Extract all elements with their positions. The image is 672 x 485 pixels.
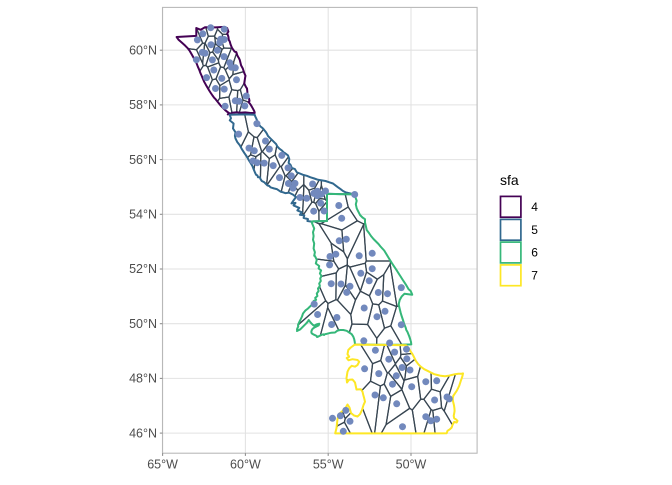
svg-text:60°W: 60°W xyxy=(230,458,261,472)
svg-text:60°N: 60°N xyxy=(129,43,157,57)
svg-text:5: 5 xyxy=(531,223,538,237)
svg-text:50°N: 50°N xyxy=(129,317,157,331)
svg-text:58°N: 58°N xyxy=(129,98,157,112)
svg-text:4: 4 xyxy=(531,200,538,214)
svg-text:6: 6 xyxy=(531,246,538,260)
svg-text:54°N: 54°N xyxy=(129,208,157,222)
svg-text:55°W: 55°W xyxy=(313,458,344,472)
svg-text:sfa: sfa xyxy=(500,172,519,188)
svg-text:50°W: 50°W xyxy=(396,458,427,472)
svg-text:7: 7 xyxy=(531,269,538,283)
svg-text:48°N: 48°N xyxy=(129,372,157,386)
svg-text:56°N: 56°N xyxy=(129,153,157,167)
svg-text:65°W: 65°W xyxy=(147,458,178,472)
svg-text:52°N: 52°N xyxy=(129,262,157,276)
svg-text:46°N: 46°N xyxy=(129,426,157,440)
